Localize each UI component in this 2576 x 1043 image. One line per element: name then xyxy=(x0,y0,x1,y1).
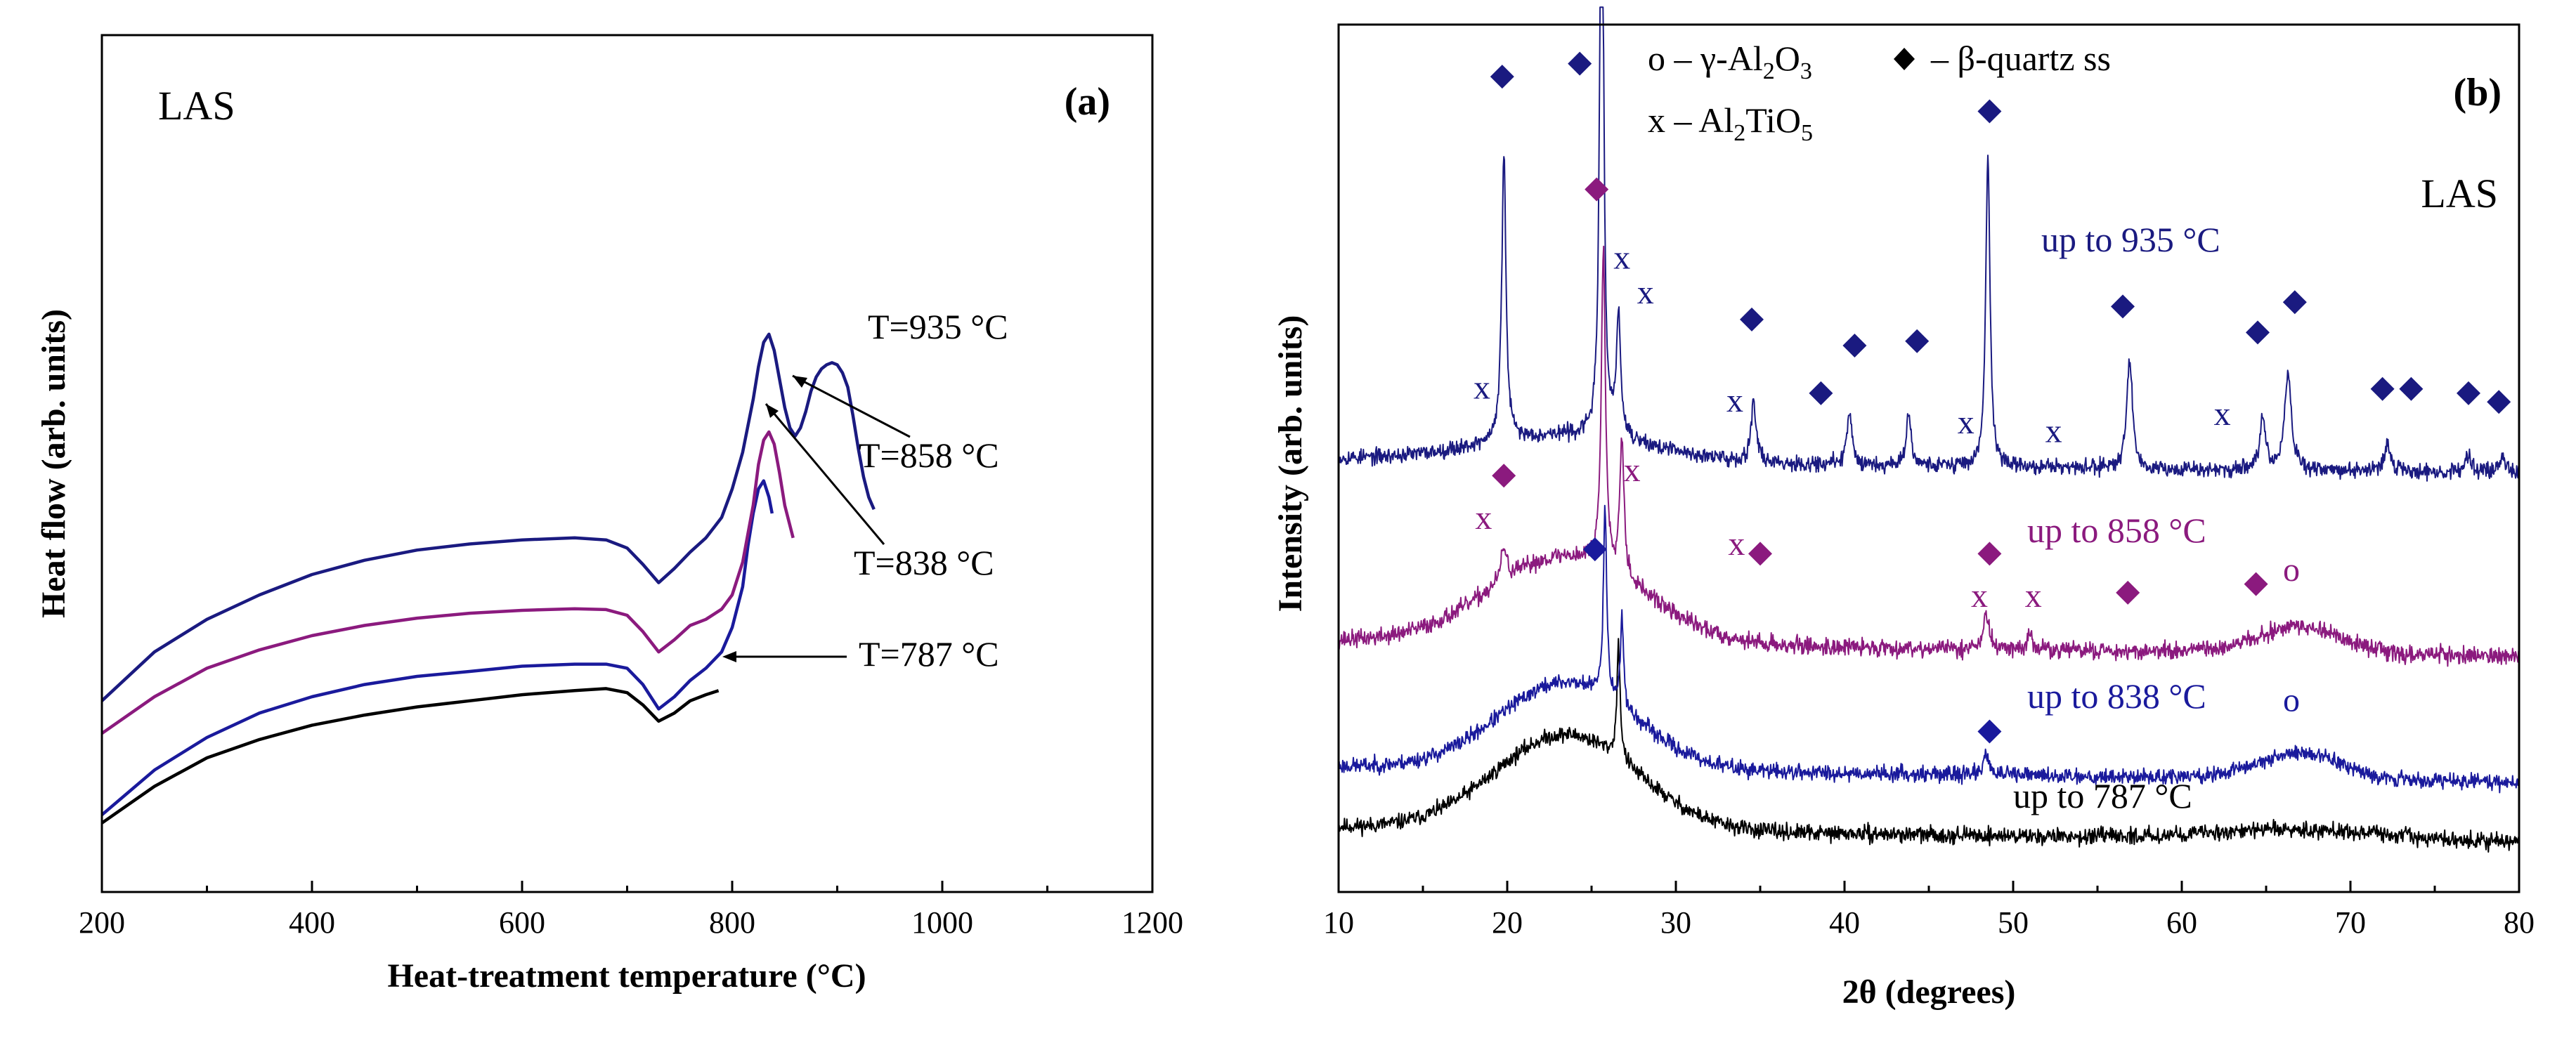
phase-marker-diamond-20 xyxy=(1582,537,1607,562)
phase-marker-x-30: x xyxy=(1475,499,1492,537)
curve-label-787: up to 787 °C xyxy=(2013,776,2192,815)
phase-marker-x-31: x xyxy=(1728,525,1745,563)
panel-a-annotation-935: T=935 °C xyxy=(868,307,1008,346)
panel-a-series-group xyxy=(100,332,876,825)
panel-a-series-line-2 xyxy=(100,430,795,735)
phase-marker-diamond-4 xyxy=(1842,333,1867,357)
panel-a-arrowhead-787 xyxy=(722,651,736,662)
phase-marker-diamond-15 xyxy=(1492,464,1516,488)
phase-marker-x-29: x xyxy=(1624,452,1641,489)
phase-marker-diamond-3 xyxy=(1740,307,1764,332)
panel-a-arrow-838 xyxy=(765,403,885,545)
phase-marker-x-27: x xyxy=(2045,412,2062,450)
panel-a-arrow-858 xyxy=(792,374,911,438)
panel-b-legend: o – γ-Al2O3 – β-quartz ss x – Al2TiO5 xyxy=(1648,39,2111,146)
panel-b-label: (b) xyxy=(2454,71,2502,114)
phase-marker-diamond-2 xyxy=(1977,99,2002,124)
panel-b-title: LAS xyxy=(2421,171,2498,216)
panel-b-x-ticks: 10 20 30 40 50 60 70 80 xyxy=(1323,881,2535,940)
panel-b-x-tick-label-5: 60 xyxy=(2166,905,2197,940)
phase-marker-x-26: x xyxy=(1958,404,1975,441)
phase-marker-diamond-16 xyxy=(1748,542,1772,566)
phase-marker-x-22: x xyxy=(1613,239,1630,276)
panel-b-series-line-3 xyxy=(1338,6,2520,482)
phase-marker-diamond-1 xyxy=(1568,51,1592,76)
panel-a-dsc-chart: 200 400 600 800 1000 1200 LAS (a) Heat-treatm… xyxy=(35,34,1183,995)
panel-b-x-tick-label-3: 40 xyxy=(1829,905,1860,940)
phase-marker-diamond-17 xyxy=(1977,542,2002,566)
panel-a-x-tick-label-1: 400 xyxy=(289,905,335,940)
phase-marker-diamond-18 xyxy=(2116,580,2140,605)
panel-b-x-tick-label-4: 50 xyxy=(1998,905,2029,940)
phase-marker-diamond-5 xyxy=(1905,329,1930,353)
panel-a-x-tick-label-5: 1200 xyxy=(1121,905,1183,940)
phase-marker-diamond-9 xyxy=(2282,290,2307,315)
panel-b-x-tick-label-0: 10 xyxy=(1323,905,1354,940)
phase-marker-diamond-10 xyxy=(2370,376,2395,401)
curve-label-858: up to 858 °C xyxy=(2027,511,2206,550)
panel-b-series-line-1 xyxy=(1338,504,2520,794)
phase-marker-x-33: x xyxy=(2025,577,2042,615)
panel-a-label: (a) xyxy=(1065,80,1110,124)
panel-b-series-line-0 xyxy=(1338,638,2520,853)
phase-marker-o-34: o xyxy=(2283,551,2300,589)
curve-label-838: up to 838 °C xyxy=(2027,676,2206,716)
phase-marker-diamond-13 xyxy=(2487,390,2511,414)
panel-a-series-line-3 xyxy=(100,332,876,702)
panel-b-xrd-chart: 10 20 30 40 50 60 70 80 o – γ-Al2O3 – β-quartz … xyxy=(1272,6,2535,1011)
panel-a-series-line-0 xyxy=(100,687,720,825)
panel-a-xlabel: Heat-treatment temperature (°C) xyxy=(387,957,866,995)
panel-a-series-line-1 xyxy=(100,479,774,816)
phase-marker-diamond-21 xyxy=(1977,719,2002,744)
phase-marker-diamond-14 xyxy=(1585,177,1609,202)
phase-marker-diamond-19 xyxy=(2244,572,2268,596)
panel-b-x-tick-label-6: 70 xyxy=(2335,905,2366,940)
phase-marker-diamond-11 xyxy=(2399,376,2424,401)
phase-marker-x-25: x xyxy=(1726,382,1743,419)
phase-marker-x-24: x xyxy=(1474,369,1490,407)
panel-a-title: LAS xyxy=(158,83,235,129)
panel-b-series-line-2 xyxy=(1338,245,2520,667)
phase-marker-diamond-6 xyxy=(1809,381,1833,405)
phase-marker-x-32: x xyxy=(1971,577,1988,615)
panel-a-x-ticks: 200 400 600 800 1000 1200 xyxy=(79,881,1183,940)
panel-a-annotation-858: T=858 °C xyxy=(859,435,999,475)
phase-marker-x-23: x xyxy=(1637,274,1654,311)
panel-b-x-tick-label-1: 20 xyxy=(1492,905,1523,940)
legend-gamma-alumina: o – γ-Al2O3 xyxy=(1648,39,1812,84)
panel-a-ylabel: Heat flow (arb. units) xyxy=(35,309,72,618)
phase-marker-diamond-12 xyxy=(2457,381,2480,405)
panel-a-x-tick-label-4: 1000 xyxy=(911,905,973,940)
phase-marker-diamond-7 xyxy=(2111,294,2135,319)
panel-b-x-tick-label-2: 30 xyxy=(1660,905,1691,940)
phase-marker-o-35: o xyxy=(2283,681,2300,719)
panel-a-annotation-838: T=838 °C xyxy=(854,543,994,582)
phase-marker-x-28: x xyxy=(2214,395,2231,433)
panel-b-series-group xyxy=(1338,6,2520,853)
panel-a-arrowhead-838 xyxy=(766,404,779,418)
phase-marker-diamond-8 xyxy=(2246,320,2270,345)
panel-b-ylabel: Intensity (arb. units) xyxy=(1272,315,1309,612)
phase-marker-diamond-0 xyxy=(1490,65,1514,89)
panel-b-xlabel: 2θ (degrees) xyxy=(1842,973,2016,1011)
legend-beta-quartz: – β-quartz ss xyxy=(1930,39,2111,78)
legend-diamond-icon xyxy=(1894,48,1915,70)
panel-b-x-tick-label-7: 80 xyxy=(2504,905,2535,940)
panel-a-arrowhead-858 xyxy=(793,376,807,388)
curve-label-935: up to 935 °C xyxy=(2041,220,2220,259)
panel-a-annotation-787: T=787 °C xyxy=(859,634,999,674)
panel-a-x-tick-label-3: 800 xyxy=(709,905,755,940)
panel-a-x-tick-label-0: 200 xyxy=(79,905,125,940)
legend-tialite: x – Al2TiO5 xyxy=(1648,100,1813,146)
panel-a-x-tick-label-2: 600 xyxy=(499,905,545,940)
